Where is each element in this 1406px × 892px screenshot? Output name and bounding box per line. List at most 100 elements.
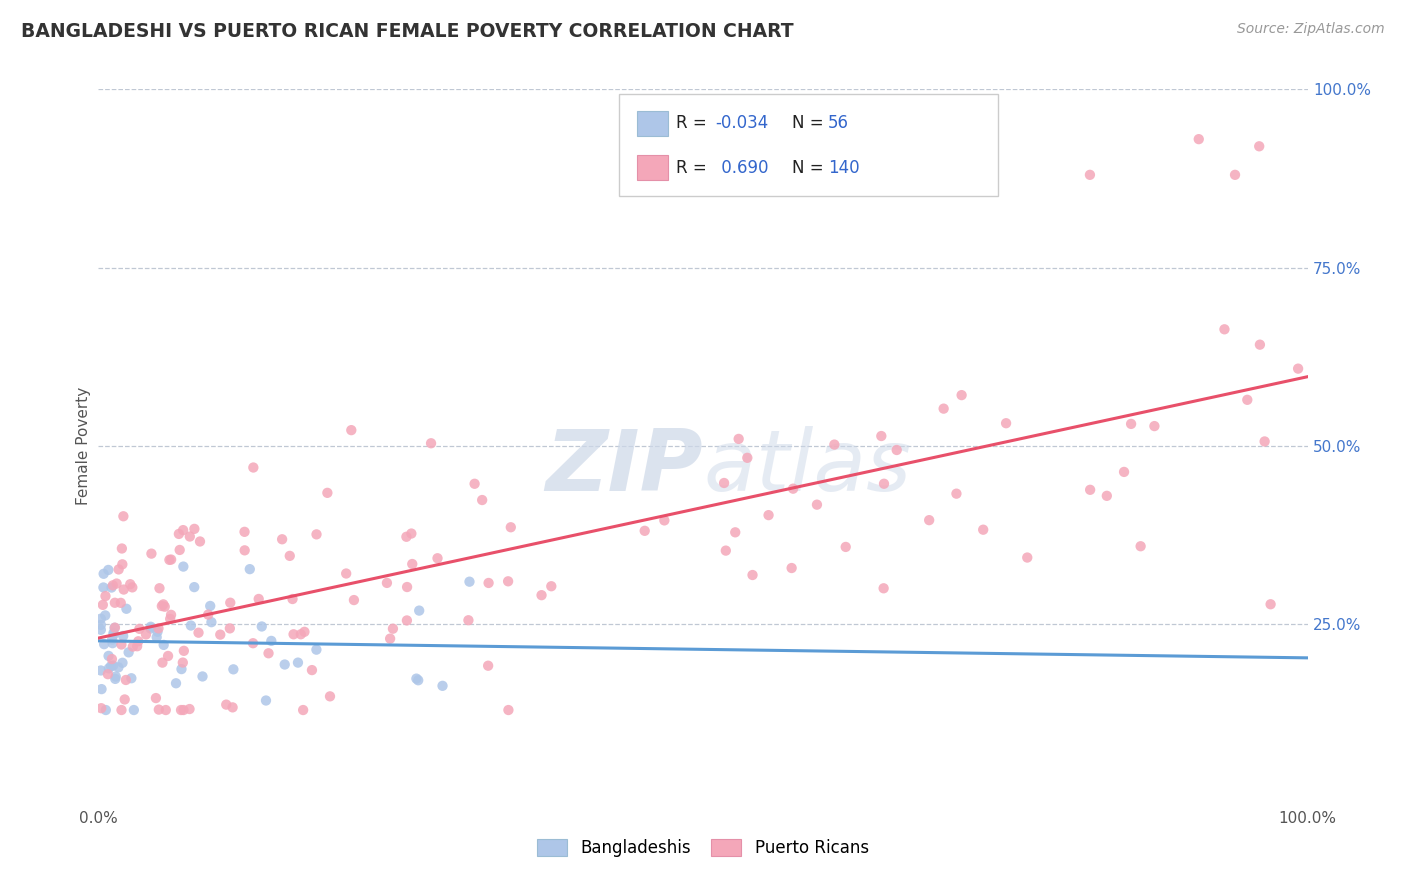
Point — [292, 703, 315, 717]
Point — [90, 612, 112, 626]
Point — [148, 581, 170, 595]
Point — [1236, 392, 1258, 407]
Point — [477, 658, 499, 673]
Text: 56: 56 — [828, 114, 849, 132]
Point — [112, 629, 135, 643]
Point — [378, 632, 401, 646]
Point — [90, 664, 112, 678]
Point — [464, 476, 486, 491]
Point — [420, 436, 443, 450]
Point — [1249, 337, 1271, 351]
Point — [530, 588, 553, 602]
Point — [128, 622, 150, 636]
Point — [496, 574, 519, 589]
Point — [498, 703, 520, 717]
Point — [111, 541, 134, 556]
Point — [478, 576, 501, 591]
Point — [870, 429, 893, 443]
Point — [110, 638, 132, 652]
Point — [737, 450, 759, 465]
Point — [872, 582, 894, 596]
Point — [148, 703, 170, 717]
Point — [1078, 483, 1101, 497]
Point — [499, 520, 522, 534]
Point — [104, 672, 127, 686]
Point — [97, 563, 120, 577]
Point — [281, 592, 304, 607]
Point — [115, 601, 138, 615]
Point — [90, 623, 112, 637]
Point — [187, 625, 209, 640]
Point — [172, 656, 194, 670]
Point — [183, 580, 205, 594]
Point — [1213, 322, 1236, 336]
Point — [165, 676, 187, 690]
Point — [316, 486, 339, 500]
Point — [94, 608, 117, 623]
Point — [260, 633, 283, 648]
Point — [103, 621, 125, 635]
Point — [112, 582, 135, 597]
Point — [107, 562, 129, 576]
Point — [335, 566, 357, 581]
Point — [396, 580, 419, 594]
Point — [105, 576, 128, 591]
Point — [90, 682, 112, 697]
Point — [972, 523, 994, 537]
Point — [93, 637, 115, 651]
Point — [250, 619, 273, 633]
Text: -0.034: -0.034 — [716, 114, 769, 132]
Point — [146, 624, 169, 639]
Point — [945, 486, 967, 500]
Point — [141, 547, 163, 561]
Point — [758, 508, 780, 522]
Point — [169, 543, 191, 558]
Point — [183, 522, 205, 536]
Point — [218, 621, 240, 635]
Point — [950, 388, 973, 402]
Point — [835, 540, 858, 554]
Point — [1223, 168, 1246, 182]
Text: N =: N = — [792, 114, 828, 132]
Point — [886, 442, 908, 457]
Point — [405, 672, 427, 686]
Point — [179, 529, 201, 543]
Point — [197, 607, 219, 622]
Point — [247, 591, 270, 606]
Point — [139, 622, 162, 636]
Point — [806, 498, 828, 512]
Point — [100, 581, 122, 595]
Point — [932, 401, 955, 416]
Text: BANGLADESHI VS PUERTO RICAN FEMALE POVERTY CORRELATION CHART: BANGLADESHI VS PUERTO RICAN FEMALE POVER… — [21, 22, 794, 41]
Point — [305, 527, 328, 541]
Point — [173, 644, 195, 658]
Point — [401, 557, 423, 571]
Point — [170, 662, 193, 676]
Point — [995, 416, 1018, 430]
Point — [110, 703, 132, 717]
Point — [170, 703, 193, 717]
Point — [294, 624, 316, 639]
Point — [873, 476, 896, 491]
Point — [233, 524, 256, 539]
Point — [115, 673, 138, 687]
Point — [222, 662, 245, 676]
Point — [290, 627, 312, 641]
Point — [287, 656, 309, 670]
Point — [121, 640, 143, 654]
Point — [278, 549, 301, 563]
Point — [340, 423, 363, 437]
Point — [148, 621, 170, 635]
Point — [1017, 550, 1039, 565]
Point — [408, 604, 430, 618]
Text: R =: R = — [676, 114, 713, 132]
Point — [152, 656, 174, 670]
Text: 0.690: 0.690 — [716, 159, 768, 177]
Point — [239, 562, 262, 576]
Point — [167, 527, 190, 541]
Point — [242, 636, 264, 650]
Point — [191, 669, 214, 683]
Point — [179, 702, 201, 716]
Point — [127, 634, 149, 648]
Point — [160, 607, 183, 622]
